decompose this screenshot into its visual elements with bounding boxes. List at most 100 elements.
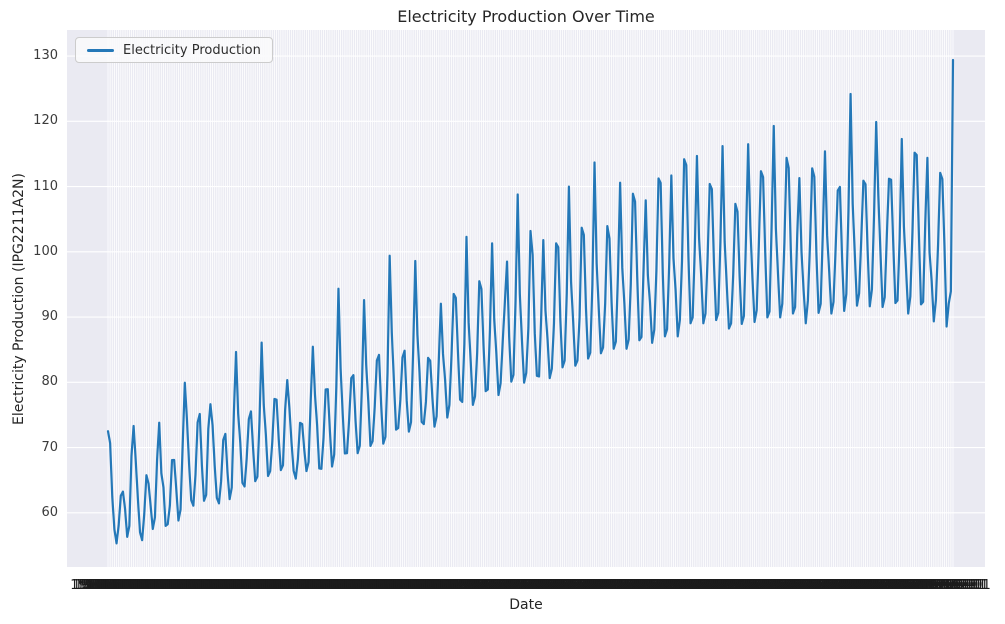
y-tick-label: 70: [41, 439, 58, 455]
x-tick-label: 2002-04-01: [511, 578, 588, 593]
x-tick-label: 2017-06-01: [900, 578, 976, 593]
x-tick-label: 2011-03-01: [740, 578, 816, 593]
x-tick-label: 2016-09-01: [881, 578, 957, 593]
x-tick-label: 2007-12-01: [657, 578, 733, 593]
x-tick-label: 1994-07-01: [313, 578, 390, 593]
x-tick-label: 2002-05-01: [514, 578, 590, 593]
x-tick-label: 1991-05-01: [232, 578, 308, 593]
x-tick-label: 2001-07-01: [492, 578, 569, 593]
x-tick-label: 1996-12-01: [375, 578, 451, 593]
x-tick-label: 1989-09-01: [189, 578, 266, 593]
y-tick-label: 110: [33, 178, 58, 194]
x-tick-label: 1991-01-01: [223, 578, 300, 593]
x-tick-label: 2010-11-01: [731, 578, 808, 593]
x-tick-label: 2007-01-01: [633, 578, 710, 593]
x-tick-label: 1990-04-01: [204, 578, 281, 593]
x-tick-label: 1985-10-01: [89, 578, 165, 593]
x-tick-label: 1995-09-01: [343, 578, 419, 593]
x-tick-label: 2005-12-01: [605, 578, 682, 593]
x-tick-label: 2011-06-01: [746, 578, 823, 593]
x-tick-label: 2017-09-01: [906, 578, 983, 593]
x-tick-label: 1990-01-01: [198, 578, 274, 593]
x-tick-label: 1985-08-01: [85, 578, 161, 593]
x-tick-label: 2012-07-01: [774, 578, 850, 593]
x-tick-label: 2005-03-01: [586, 578, 663, 593]
x-tick-label: 2004-07-01: [569, 578, 646, 593]
x-tick-label: 1985-06-01: [80, 578, 157, 593]
x-tick-label: 1992-07-01: [262, 578, 338, 593]
x-tick-label: 1991-09-01: [240, 578, 317, 593]
x-tick-label: 2005-07-01: [595, 578, 671, 593]
x-tick-label: 2008-12-01: [682, 578, 759, 593]
x-tick-label: 1998-02-01: [405, 578, 481, 593]
x-tick-label: 1995-02-01: [328, 578, 404, 593]
x-tick-label: 2003-04-01: [537, 578, 614, 593]
x-tick-label: 1987-04-01: [127, 578, 204, 593]
x-tick-label: 1997-08-01: [392, 578, 468, 593]
x-tick-label: 2008-03-01: [663, 578, 739, 593]
x-tick-label: 2009-03-01: [689, 578, 765, 593]
x-tick-label: 2015-05-01: [846, 578, 923, 593]
x-tick-label: 2005-04-01: [588, 578, 665, 593]
x-tick-label: 1993-11-01: [296, 578, 372, 593]
x-tick-label: 2000-02-01: [456, 578, 532, 593]
x-tick-label: 2004-12-01: [580, 578, 656, 593]
x-tick-label: 1995-12-01: [349, 578, 426, 593]
x-tick-label: 1990-10-01: [217, 578, 294, 593]
x-tick-label: 2010-07-01: [723, 578, 799, 593]
x-tick-label: 2012-11-01: [782, 578, 859, 593]
x-tick-label: 2003-02-01: [533, 578, 609, 593]
x-tick-label: 2008-04-01: [665, 578, 742, 593]
legend-label: Electricity Production: [123, 42, 261, 58]
x-tick-label: 2011-04-01: [742, 578, 818, 593]
x-tick-label: 2011-02-01: [738, 578, 814, 593]
x-tick-label: 2006-08-01: [622, 578, 699, 593]
x-tick-label: 2001-10-01: [499, 578, 575, 593]
x-tick-label: 1985-07-01: [83, 578, 159, 593]
x-tick-label: 2017-03-01: [893, 578, 970, 593]
x-tick-label: 2003-01-01: [531, 578, 607, 593]
x-tick-label: 2005-05-01: [590, 578, 667, 593]
x-axis-label: Date: [509, 597, 543, 613]
x-tick-label: 2016-07-01: [876, 578, 953, 593]
x-tick-label: 1997-07-01: [390, 578, 466, 593]
x-tick-label: 1993-02-01: [277, 578, 353, 593]
x-tick-label: 2012-03-01: [765, 578, 842, 593]
x-tick-label: 1992-04-01: [255, 578, 332, 593]
x-tick-label: 1987-11-01: [142, 578, 219, 593]
x-tick-label: 1986-10-01: [115, 578, 191, 593]
x-tick-label: 2017-05-01: [898, 578, 974, 593]
x-tick-label: 2004-03-01: [561, 578, 637, 593]
x-tick-label: 1994-09-01: [317, 578, 394, 593]
x-tick-label: 1988-05-01: [155, 578, 232, 593]
x-tick-label: 1987-05-01: [129, 578, 206, 593]
x-tick-label: 1999-04-01: [435, 578, 511, 593]
x-tick-label: 2008-07-01: [671, 578, 748, 593]
x-tick-label: 1993-07-01: [287, 578, 364, 593]
x-tick-label: 2015-10-01: [857, 578, 934, 593]
x-tick-label: 2007-10-01: [652, 578, 729, 593]
x-tick-label: 1987-07-01: [134, 578, 210, 593]
x-tick-label: 1988-01-01: [147, 578, 223, 593]
x-tick-label: 2002-07-01: [518, 578, 594, 593]
x-tick-label: 1998-01-01: [403, 578, 479, 593]
x-tick-label: 2003-12-01: [554, 578, 631, 593]
x-tick-label: 2017-07-01: [902, 578, 978, 593]
x-tick-label: 2008-08-01: [674, 578, 750, 593]
x-tick-label: 1990-03-01: [202, 578, 279, 593]
x-tick-label: 1999-11-01: [450, 578, 526, 593]
x-tick-label: 1986-03-01: [100, 578, 176, 593]
x-tick-label: 2006-01-01: [607, 578, 684, 593]
x-tick-label: 1994-11-01: [322, 578, 398, 593]
x-tick-label: 2004-05-01: [565, 578, 641, 593]
x-tick-label: 2006-10-01: [627, 578, 703, 593]
x-tick-label: 2007-03-01: [637, 578, 714, 593]
x-tick-label: 2001-03-01: [484, 578, 560, 593]
x-tick-label: 1999-10-01: [447, 578, 524, 593]
x-tick-label: 1988-11-01: [168, 578, 244, 593]
x-tick-label: 1987-09-01: [138, 578, 215, 593]
x-tick-label: 2009-07-01: [697, 578, 774, 593]
x-tick-label: 1988-04-01: [153, 578, 229, 593]
x-tick-label: 1995-10-01: [345, 578, 422, 593]
x-tick-label: 1999-01-01: [428, 578, 505, 593]
